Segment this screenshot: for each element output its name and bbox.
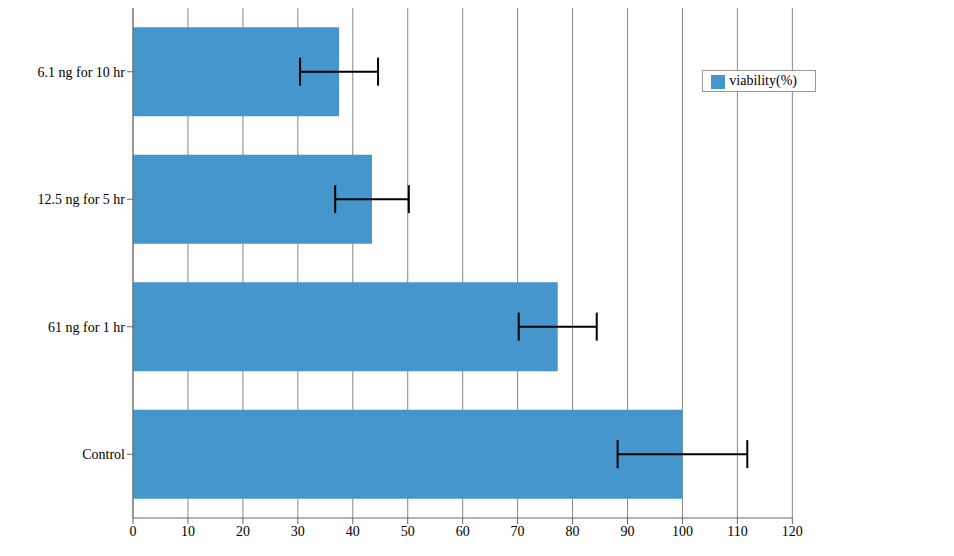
html-text:viability(%): viability(%)	[729, 73, 797, 88]
svg-text:120: 120	[782, 524, 803, 539]
svg-text:40: 40	[346, 524, 360, 539]
svg-text:20: 20	[236, 524, 250, 539]
svg-text:60: 60	[456, 524, 470, 539]
svg-text:6.1 ng for 10 hr: 6.1 ng for 10 hr	[38, 65, 126, 80]
svg-text:12.5 ng for 5 hr: 12.5 ng for 5 hr	[38, 192, 126, 207]
svg-text:90: 90	[621, 524, 635, 539]
svg-text:30: 30	[291, 524, 305, 539]
svg-text:80: 80	[566, 524, 580, 539]
svg-text:61 ng for 1 hr: 61 ng for 1 hr	[48, 320, 125, 335]
svg-text:0: 0	[130, 524, 137, 539]
svg-text:110: 110	[727, 524, 747, 539]
svg-text:50: 50	[401, 524, 415, 539]
svg-text:70: 70	[511, 524, 525, 539]
svg-text:100: 100	[672, 524, 693, 539]
svg-text:Control: Control	[82, 447, 125, 462]
svg-text:10: 10	[181, 524, 195, 539]
